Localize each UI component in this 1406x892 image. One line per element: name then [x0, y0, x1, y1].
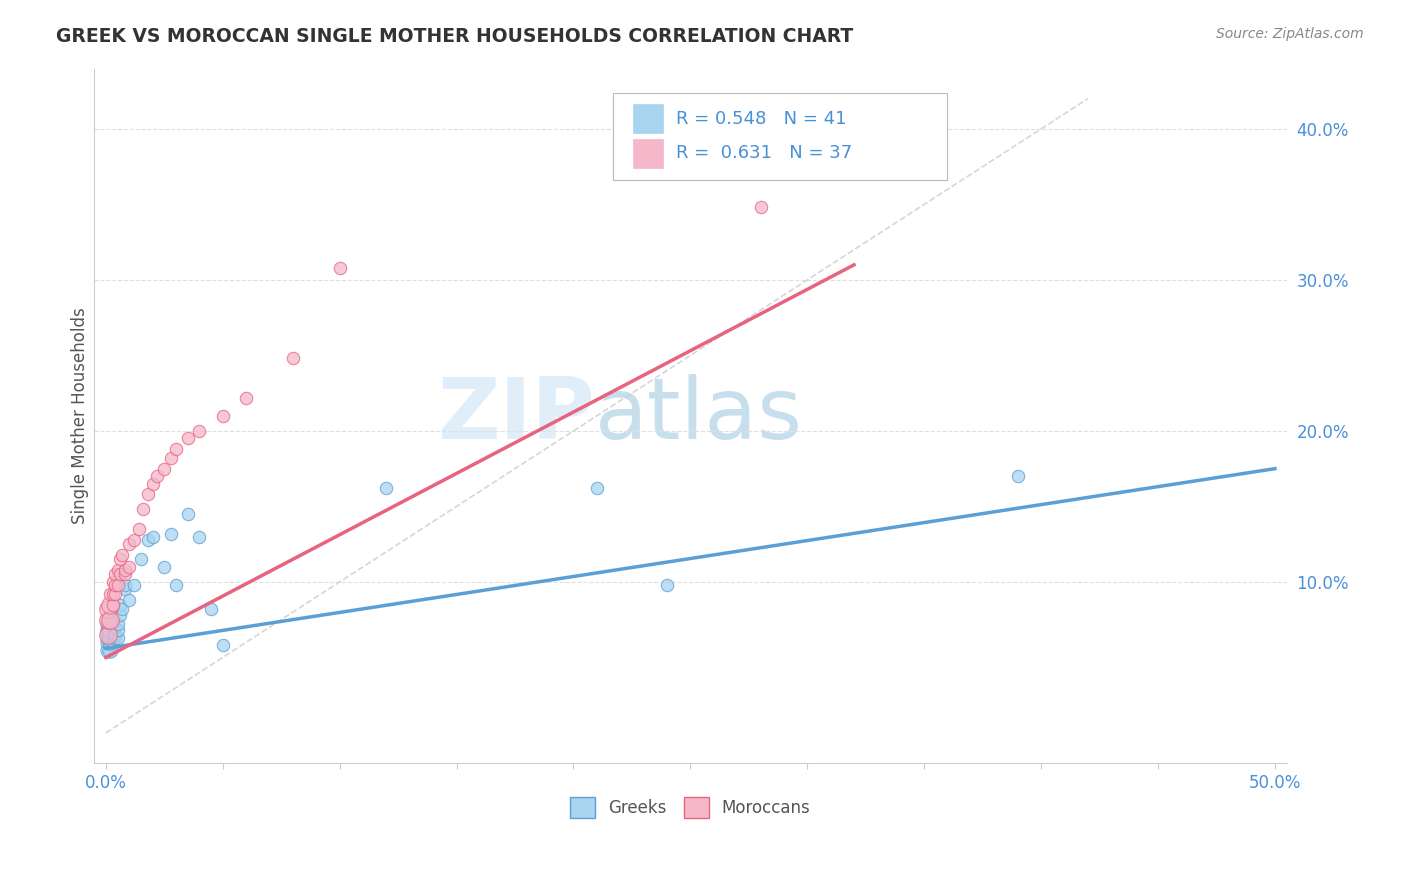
Point	[97, 624, 120, 638]
Point	[101, 635, 124, 649]
Point	[132, 502, 155, 516]
Point	[101, 631, 124, 645]
Point	[108, 567, 131, 582]
Point	[97, 635, 120, 649]
Point	[142, 530, 165, 544]
Point	[101, 628, 124, 642]
Point	[104, 587, 127, 601]
Point	[107, 631, 129, 645]
Point	[97, 628, 120, 642]
Bar	[633, 104, 664, 133]
Point	[101, 574, 124, 589]
Point	[211, 409, 233, 423]
Point	[165, 578, 187, 592]
Point	[122, 533, 145, 547]
Point	[146, 469, 169, 483]
Point	[122, 578, 145, 592]
Point	[100, 643, 122, 657]
Text: Source: ZipAtlas.com: Source: ZipAtlas.com	[1216, 27, 1364, 41]
Legend: Greeks, Moroccans: Greeks, Moroccans	[564, 790, 817, 824]
Point	[188, 424, 211, 438]
Point	[114, 582, 136, 597]
Text: ZIP: ZIP	[437, 375, 595, 458]
Point	[142, 476, 165, 491]
Point	[165, 442, 187, 456]
Point	[100, 635, 122, 649]
Point	[281, 351, 304, 366]
Point	[114, 578, 136, 592]
FancyBboxPatch shape	[613, 93, 946, 179]
Text: R =  0.631   N = 37: R = 0.631 N = 37	[676, 145, 852, 162]
Point	[200, 602, 222, 616]
Point	[585, 481, 607, 495]
Point	[118, 559, 141, 574]
Point	[118, 593, 141, 607]
Point	[188, 530, 211, 544]
Point	[176, 507, 198, 521]
Point	[97, 628, 120, 642]
Point	[235, 391, 257, 405]
Point	[655, 578, 678, 592]
Point	[111, 602, 134, 616]
Point	[108, 598, 131, 612]
Point	[136, 487, 159, 501]
Point	[107, 617, 129, 632]
Y-axis label: Single Mother Households: Single Mother Households	[72, 308, 89, 524]
Point	[176, 432, 198, 446]
Point	[128, 522, 150, 536]
Point	[100, 628, 122, 642]
Point	[749, 201, 772, 215]
Point	[108, 552, 131, 566]
Point	[100, 587, 122, 601]
Point	[104, 578, 127, 592]
Bar	[633, 138, 664, 168]
Point	[108, 608, 131, 623]
Point	[97, 602, 120, 616]
Point	[107, 578, 129, 592]
Point	[101, 617, 124, 632]
Point	[114, 563, 136, 577]
Point	[97, 643, 120, 657]
Point	[111, 548, 134, 562]
Point	[114, 567, 136, 582]
Point	[153, 559, 176, 574]
Point	[104, 628, 127, 642]
Text: atlas: atlas	[595, 375, 803, 458]
Point	[97, 617, 120, 632]
Point	[104, 567, 127, 582]
Point	[104, 631, 127, 645]
Point	[160, 526, 183, 541]
Text: R = 0.548   N = 41: R = 0.548 N = 41	[676, 110, 846, 128]
Point	[107, 563, 129, 577]
Point	[211, 638, 233, 652]
Point	[375, 481, 398, 495]
Point	[101, 587, 124, 601]
Point	[329, 260, 352, 275]
Point	[100, 613, 122, 627]
Point	[97, 613, 120, 627]
Point	[118, 537, 141, 551]
Point	[104, 620, 127, 634]
Point	[129, 552, 152, 566]
Point	[100, 624, 122, 638]
Text: GREEK VS MOROCCAN SINGLE MOTHER HOUSEHOLDS CORRELATION CHART: GREEK VS MOROCCAN SINGLE MOTHER HOUSEHOL…	[56, 27, 853, 45]
Point	[153, 461, 176, 475]
Point	[136, 533, 159, 547]
Point	[100, 598, 122, 612]
Point	[100, 632, 122, 647]
Point	[160, 451, 183, 466]
Point	[101, 598, 124, 612]
Point	[107, 624, 129, 638]
Point	[1007, 469, 1029, 483]
